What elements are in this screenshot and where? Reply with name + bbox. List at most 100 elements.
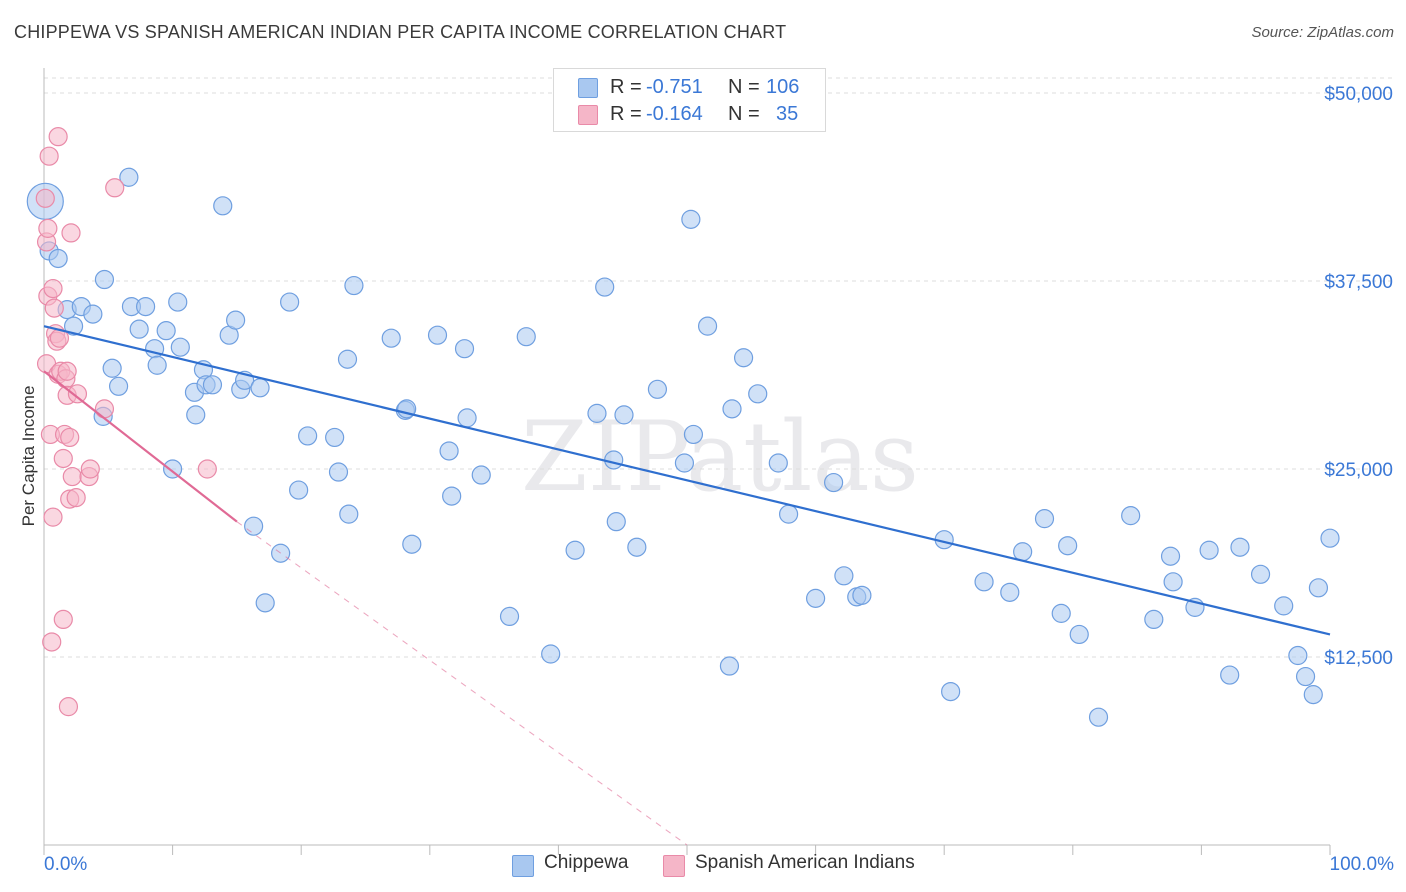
chippewa-point xyxy=(48,248,68,269)
chippewa-point xyxy=(834,566,854,586)
chippewa-point xyxy=(778,504,799,524)
chippewa-point xyxy=(606,512,626,532)
chippewa-point xyxy=(163,459,183,479)
spanish-american-indians-point xyxy=(43,278,63,299)
y-tick-label: $25,000 xyxy=(1324,460,1393,481)
chippewa-point xyxy=(683,424,704,445)
chippewa-point xyxy=(805,588,826,608)
n-value: 106 xyxy=(766,76,800,98)
chippewa-point xyxy=(595,277,615,297)
chippewa-point xyxy=(1000,582,1020,602)
spanish-american-indians-point xyxy=(105,178,125,198)
chippewa-point xyxy=(565,540,585,560)
y-tick-label: $12,500 xyxy=(1324,648,1393,669)
chippewa-point xyxy=(1058,536,1078,556)
chippewa-point xyxy=(325,427,345,448)
n-label: N = xyxy=(728,103,760,125)
r-label: R = xyxy=(610,76,642,98)
x-tick-label: 0.0% xyxy=(44,854,87,875)
chippewa-point xyxy=(427,325,448,345)
chippewa-point xyxy=(627,537,647,557)
r-label: R = xyxy=(610,103,642,125)
chippewa-point xyxy=(722,399,742,419)
spanish-american-indians-point xyxy=(80,459,100,479)
chippewa-point xyxy=(186,405,206,425)
chippewa-point xyxy=(457,408,477,428)
chippewa-point xyxy=(1013,542,1033,562)
chippewa-point xyxy=(471,465,491,485)
chippewa-point xyxy=(1163,572,1183,592)
watermark-text: ZIPatlas xyxy=(521,401,919,513)
chippewa-point xyxy=(674,453,695,473)
chippewa-point xyxy=(94,269,115,290)
spanish-american-indians-point xyxy=(61,223,81,243)
chart-title: CHIPPEWA VS SPANISH AMERICAN INDIAN PER … xyxy=(14,22,787,42)
x-tick-label: 100.0% xyxy=(1330,854,1395,875)
chippewa-point xyxy=(1295,666,1316,687)
r-value: -0.164 xyxy=(646,103,703,125)
chippewa-point xyxy=(587,403,607,423)
chippewa-point xyxy=(516,327,536,347)
spanish-american-indians-point xyxy=(39,146,59,166)
chippewa-point xyxy=(647,379,668,399)
chippewa-point xyxy=(337,349,358,369)
chippewa-point xyxy=(213,196,233,216)
chippewa-point xyxy=(168,292,188,312)
chippewa-point xyxy=(339,504,359,524)
r-value: -0.751 xyxy=(646,76,703,98)
chippewa-point xyxy=(748,384,768,404)
chippewa-point xyxy=(1199,540,1219,560)
chippewa-swatch xyxy=(512,855,534,877)
y-axis-label: Per Capita Income xyxy=(19,386,38,527)
spanish-american-indians-point xyxy=(197,459,217,479)
bottom-legend-label: Spanish American Indians xyxy=(695,852,915,873)
n-label: N = xyxy=(728,76,760,98)
spanish-american-indians-point xyxy=(57,361,77,381)
chippewa-point xyxy=(1320,528,1340,548)
chippewa-point xyxy=(768,453,788,473)
spanish-american-indians-point xyxy=(58,697,79,717)
spanish-american-indians-point xyxy=(60,427,80,448)
chippewa-point xyxy=(255,593,275,613)
chippewa-point xyxy=(83,304,103,324)
chippewa-point xyxy=(119,167,139,187)
correlation-legend: R = -0.751 N = 106 R = -0.164 N = 35 xyxy=(553,68,826,132)
chippewa-point xyxy=(442,486,462,506)
spanish-american-indians-point xyxy=(67,384,88,404)
chippewa-point xyxy=(733,348,754,368)
spanish-american-indians-trend-line xyxy=(43,370,238,523)
chippewa-point xyxy=(328,462,349,482)
trend-line-extension xyxy=(236,521,688,846)
spanish-american-indians-point xyxy=(62,466,82,487)
chippewa-point xyxy=(250,378,270,398)
chippewa-point xyxy=(541,644,561,664)
spanish-american-indians-point xyxy=(53,609,73,630)
chippewa-point xyxy=(108,376,129,396)
chippewa-point xyxy=(280,292,300,312)
chippewa-point xyxy=(454,339,475,359)
chippewa-point xyxy=(298,426,318,446)
chippewa-point xyxy=(439,441,459,461)
chippewa-point xyxy=(63,316,84,336)
chippewa-point xyxy=(1220,665,1240,685)
chippewa-point xyxy=(1274,596,1294,616)
chippewa-trend-line xyxy=(43,325,1331,636)
spanish-american-indians-point xyxy=(94,399,115,419)
chippewa-point xyxy=(202,375,223,395)
chippewa-point xyxy=(102,358,122,378)
chippewa-point xyxy=(974,572,994,592)
chippewa-point xyxy=(1303,685,1323,705)
chippewa-point xyxy=(1069,624,1089,645)
n-value: 35 xyxy=(776,103,799,125)
source-note: Source: ZipAtlas.com xyxy=(1251,24,1394,41)
bottom-legend-label: Chippewa xyxy=(544,852,629,873)
y-tick-label: $50,000 xyxy=(1324,84,1393,105)
chippewa-point xyxy=(1250,564,1271,584)
chippewa-point xyxy=(697,316,718,336)
spanish-american-indians-point xyxy=(43,507,63,527)
chippewa-point xyxy=(129,319,149,339)
chippewa-point xyxy=(1121,506,1141,526)
chippewa-point xyxy=(1088,707,1109,727)
chippewa-point xyxy=(1230,537,1250,557)
chippewa-point xyxy=(614,405,634,425)
